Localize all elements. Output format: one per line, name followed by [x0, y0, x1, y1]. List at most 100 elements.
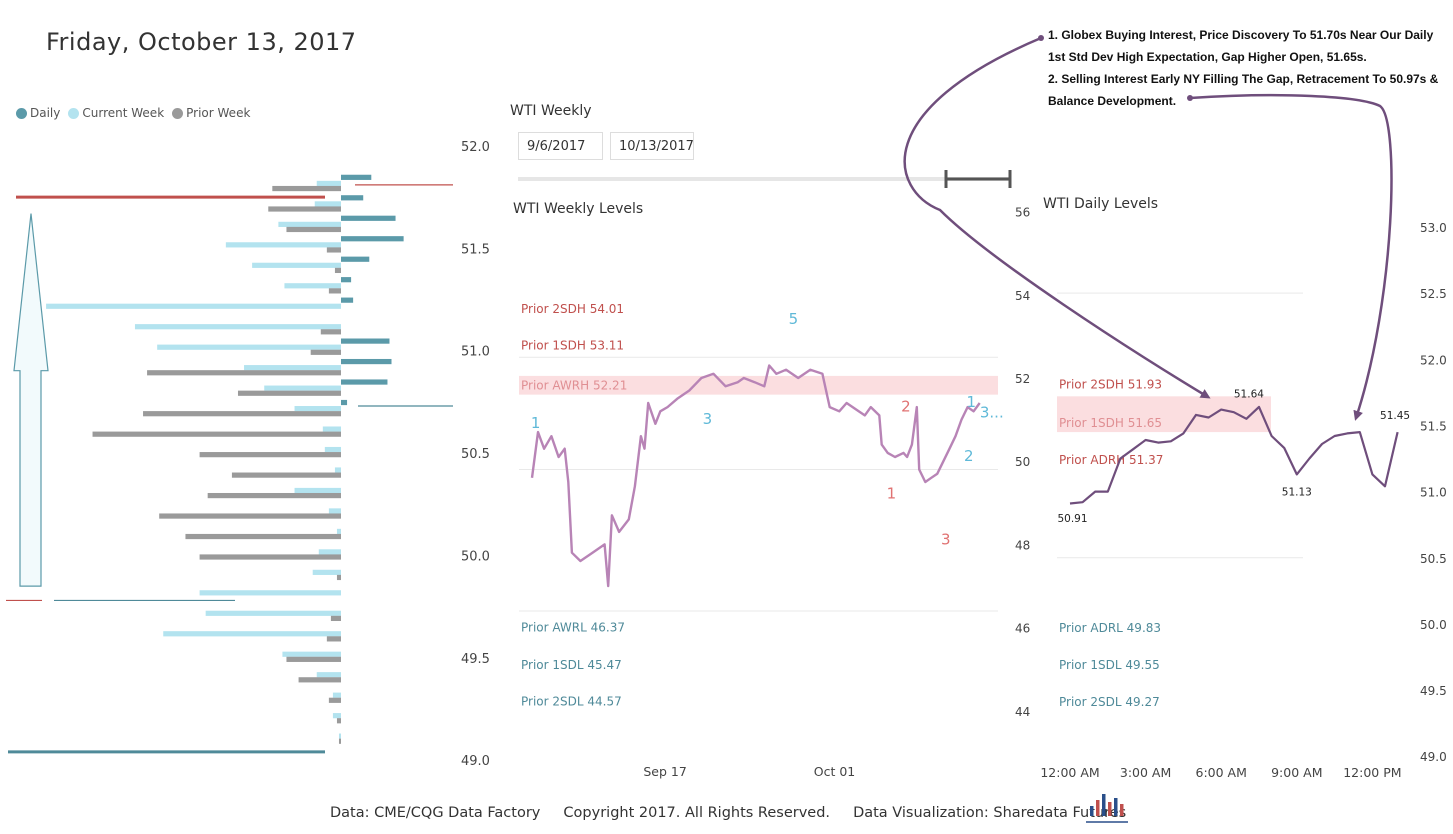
profile-y-tick: 49.0: [461, 754, 490, 769]
annotation-overlay: [903, 35, 1393, 823]
x-axis-tick: 3:00 AM: [1120, 765, 1171, 780]
wave-label: 2: [901, 397, 911, 415]
end-date-input[interactable]: 10/13/2017: [610, 132, 694, 160]
profile-bar-current-week: [324, 446, 341, 453]
y-axis-tick: 51.0: [1420, 486, 1447, 500]
wave-label: 1: [887, 485, 897, 503]
x-axis-tick: Sep 17: [643, 764, 686, 779]
profile-bar-current-week: [338, 733, 341, 739]
y-axis-tick: 50.0: [1420, 618, 1447, 632]
legend-label-current-week: Current Week: [82, 106, 165, 120]
profile-bar-current-week: [278, 221, 341, 227]
profile-bar-current-week: [336, 528, 341, 535]
wave-label: 3: [703, 410, 713, 428]
annotation-arrow-1: [903, 36, 1211, 399]
profile-bar-prior-week: [92, 431, 341, 437]
wave-label: 5: [789, 310, 799, 328]
profile-bar-prior-week: [326, 636, 341, 642]
y-axis-tick: 48: [1015, 538, 1030, 552]
profile-bar-daily: [341, 338, 390, 344]
up-arrow-icon: [13, 213, 49, 587]
profile-bar-prior-week: [334, 267, 341, 274]
daily-levels-chart: 53.0 52.5 52.0 51.5 51.0 50.5 50.0 49.5 49.0 12:0…: [1040, 221, 1446, 780]
profile-bar-daily: [341, 399, 348, 406]
annotation-point-1: 1. Globex Buying Interest, Price Discove…: [1048, 28, 1434, 64]
annotation-arrow-2: [1189, 93, 1393, 421]
x-axis-tick: 12:00 AM: [1040, 765, 1099, 780]
logo-bar: [1102, 794, 1106, 816]
profile-bar-prior-week: [328, 288, 341, 294]
wave-label: 3: [941, 530, 951, 548]
data-label: 50.91: [1057, 513, 1087, 525]
profile-bar-current-week: [163, 631, 341, 637]
profile-bar-daily: [341, 379, 388, 385]
profile-bar-current-week: [199, 590, 341, 596]
logo-bar: [1108, 802, 1112, 816]
profile-bar-current-week: [134, 324, 341, 330]
data-label: 51.64: [1234, 389, 1264, 401]
profile-bar-daily: [341, 277, 352, 283]
profile-bar-prior-week: [338, 738, 341, 744]
profile-bar-prior-week: [298, 677, 341, 683]
profile-bar-daily: [341, 174, 372, 180]
level-band: [519, 375, 998, 395]
volume-profile-chart: 52.0 51.5 51.0 50.5 50.0 49.5 49.0: [6, 140, 490, 769]
logo-bar: [1114, 798, 1118, 816]
weekly-chart-title: WTI Weekly Levels: [513, 201, 644, 217]
y-axis-tick: 49.0: [1420, 750, 1447, 764]
profile-bar-current-week: [322, 426, 341, 432]
level-label: Prior 2SDL 44.57: [521, 695, 622, 709]
level-label: Prior 1SDL 45.47: [521, 658, 622, 672]
x-axis-tick: 12:00 PM: [1343, 765, 1401, 780]
profile-bar-current-week: [244, 365, 341, 371]
date-range-slider-track[interactable]: [518, 177, 1011, 181]
profile-bar-prior-week: [237, 390, 341, 396]
profile-bar-daily: [341, 215, 396, 221]
profile-bar-current-week: [157, 344, 341, 350]
y-axis-tick: 53.0: [1420, 221, 1447, 235]
logo-bar: [1096, 800, 1100, 816]
profile-y-tick: 52.0: [461, 140, 490, 155]
level-label: Prior AWRL 46.37: [521, 621, 625, 635]
y-axis-tick: 51.5: [1420, 419, 1447, 433]
page-title: Friday, October 13, 2017: [46, 28, 357, 56]
profile-bar-prior-week: [328, 697, 341, 703]
logo-bar: [1120, 804, 1124, 816]
legend-item-prior-week[interactable]: Prior Week: [172, 106, 250, 120]
level-label: Prior AWRH 52.21: [521, 378, 627, 392]
wave-label: 1: [531, 414, 541, 432]
profile-bar-current-week: [225, 242, 341, 248]
profile-bar-current-week: [264, 385, 341, 391]
profile-bar-prior-week: [147, 370, 341, 376]
y-axis-tick: 50: [1015, 455, 1030, 469]
profile-y-tick: 50.0: [461, 549, 490, 564]
profile-bar-current-week: [294, 487, 341, 494]
profile-bar-prior-week: [326, 247, 341, 253]
profile-bar-prior-week: [336, 574, 341, 581]
y-axis-tick: 50.5: [1420, 552, 1447, 566]
profile-bar-prior-week: [231, 472, 341, 478]
profile-bar-current-week: [252, 262, 341, 268]
legend-item-current-week[interactable]: Current Week: [68, 106, 164, 120]
profile-bar-current-week: [332, 692, 341, 698]
level-label: Prior ADRL 49.83: [1059, 621, 1161, 635]
profile-bar-current-week: [318, 549, 341, 555]
profile-bar-current-week: [332, 713, 341, 719]
profile-bar-current-week: [282, 651, 341, 657]
y-axis-tick: 52.5: [1420, 287, 1447, 301]
y-axis-tick: 44: [1015, 705, 1030, 719]
weekly-filter-title: WTI Weekly: [510, 103, 592, 119]
y-axis-tick: 49.5: [1420, 684, 1447, 698]
x-axis-tick: 9:00 AM: [1271, 765, 1322, 780]
footer-credits: Data: CME/CQG Data Factory Copyright 201…: [330, 805, 1127, 821]
level-label: Prior 2SDH 51.93: [1059, 377, 1162, 391]
level-label: Prior 1SDL 49.55: [1059, 658, 1160, 672]
y-axis-tick: 52: [1015, 372, 1030, 386]
start-date-input[interactable]: 9/6/2017: [518, 132, 603, 160]
profile-bar-current-week: [205, 610, 341, 616]
profile-bar-current-week: [314, 201, 341, 207]
legend-item-daily[interactable]: Daily: [16, 106, 60, 120]
profile-bar-prior-week: [320, 329, 341, 335]
profile-bar-prior-week: [268, 206, 341, 212]
